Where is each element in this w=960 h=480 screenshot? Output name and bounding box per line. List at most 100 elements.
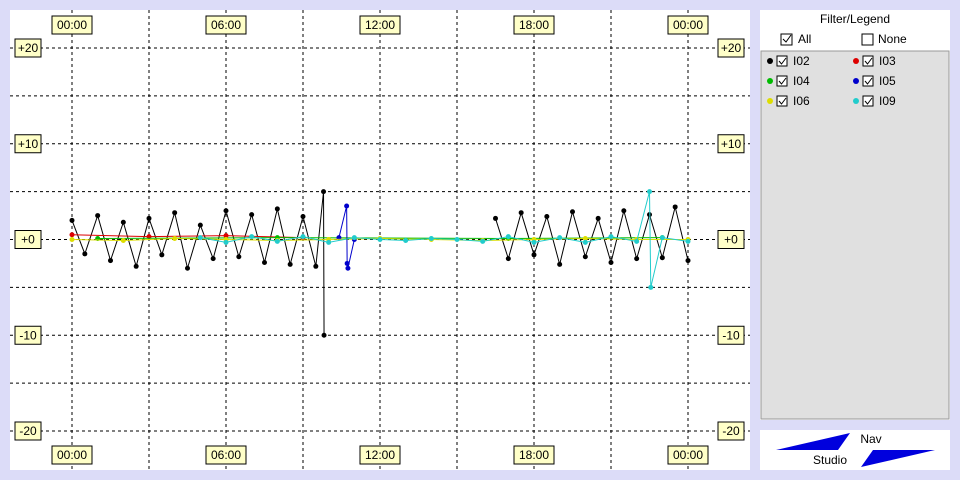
logo-top: Nav [860,432,881,446]
point [197,222,203,228]
legend-title: Filter/Legend [820,12,890,26]
check [864,77,873,85]
point [274,238,280,244]
legend-list [760,50,950,420]
point [249,212,255,218]
point [570,209,575,215]
point [321,189,327,195]
point [108,258,113,264]
legend-checkbox[interactable] [862,95,874,107]
y-tick-label-right-box [717,230,745,249]
x-tick-label-top-box [51,15,93,35]
point [582,236,588,242]
point [351,235,357,241]
point [69,237,75,242]
y-tick-label-right: -10 [722,328,740,342]
point [403,237,409,243]
legend-checkbox[interactable] [862,75,874,87]
legend-label[interactable]: I02 [793,54,810,68]
legend-checkbox[interactable] [776,95,788,107]
legend-swatch [767,58,773,64]
x-tick-label-bottom: 18:00 [519,448,549,462]
legend-swatch [767,78,773,84]
y-tick-label-right: +0 [724,233,738,247]
logo-bottom: Studio [813,453,847,467]
point [223,208,229,214]
x-tick-label-bottom-box [51,445,93,465]
point [326,239,332,245]
x-tick-label-top-box [513,15,555,35]
point [69,232,75,238]
x-tick-label-bottom-box [205,445,247,465]
all-label[interactable]: All [798,32,811,46]
point [648,284,654,290]
y-tick-label-right: -20 [722,424,740,438]
none-label[interactable]: None [878,32,907,46]
point [300,234,306,240]
point [210,256,216,262]
legend-swatch [853,98,859,104]
point [262,259,267,265]
legend-label[interactable]: I04 [793,74,810,88]
y-tick-label-left: -20 [19,424,37,438]
point [685,238,691,244]
plot: 00:00 00:00 06:00 06:00 12:00 12:00 18:00 18:00… [10,10,750,470]
point [172,236,178,242]
point [582,254,588,260]
check [782,34,792,43]
x-tick-label-top-box [667,15,709,35]
legend-label[interactable]: I05 [879,74,896,88]
point [223,233,229,239]
all-checkbox[interactable] [780,33,793,46]
legend-checkbox[interactable] [862,55,874,67]
y-tick-label-right-box [717,38,745,58]
y-tick-label-right-box [717,134,745,154]
point [223,239,229,245]
y-tick-label-left-box [14,325,42,345]
x-tick-label-bottom-box [513,445,555,465]
point [621,208,627,214]
x-tick-label-top: 00:00 [673,18,703,32]
legend-swatch [767,98,773,104]
point [608,259,614,265]
y-tick-label-left: +20 [18,41,39,55]
y-tick-label-left-box [14,230,42,249]
legend: I02 I03 I04 I05 I06 I09 [767,54,896,108]
x-tick-label-bottom: 06:00 [211,448,241,462]
legend-label[interactable]: I06 [793,94,810,108]
legend-swatch [853,58,859,64]
point [493,215,498,221]
point [685,258,691,264]
point [95,213,101,219]
x-tick-label-top-box [205,15,247,35]
point [377,237,383,242]
y-tick-label-left-box [14,421,42,441]
point [197,235,203,241]
none-checkbox[interactable] [861,33,874,46]
check [864,97,873,105]
y-tick-label-left-box [14,38,42,58]
point [518,210,524,216]
point [82,251,88,257]
logo-shape [776,433,935,467]
x-tick-label-bottom: 00:00 [57,448,87,462]
point [287,261,293,267]
series-line [200,191,689,288]
y-tick-label-left: +10 [18,137,39,151]
x-tick-label-bottom: 12:00 [365,448,395,462]
check [864,57,873,65]
legend-checkbox[interactable] [776,75,788,87]
legend-label[interactable]: I03 [879,54,896,68]
legend-label[interactable]: I09 [879,94,896,108]
point [595,215,601,221]
y-tick-label-left: +0 [21,233,35,247]
x-tick-label-bottom-box [359,445,401,465]
point [313,263,319,269]
point [557,261,563,267]
legend-checkbox[interactable] [776,55,788,67]
legend-swatch [853,78,859,84]
point [647,189,652,195]
point [634,256,640,262]
point [236,254,242,260]
point [608,234,614,240]
